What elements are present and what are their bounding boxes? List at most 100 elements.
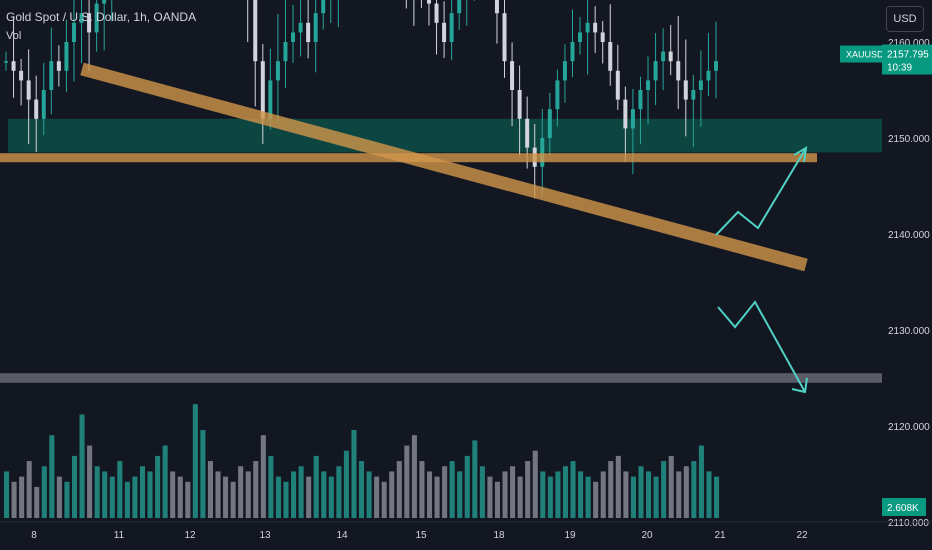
volume-bar	[714, 476, 720, 518]
volume-bar	[494, 481, 501, 518]
volume-bar	[653, 476, 659, 518]
volume-bar	[230, 481, 236, 518]
candle-body	[56, 61, 61, 71]
volume-bar	[366, 471, 372, 518]
candle-body	[547, 109, 552, 138]
chart-title: Gold Spot / U.S. Dollar, 1h, OANDA	[6, 10, 197, 24]
volume-bar	[87, 445, 93, 518]
symbol-label: XAUUSD	[846, 50, 884, 60]
volume-bar	[593, 481, 599, 518]
volume-bar	[683, 466, 689, 518]
candle-body	[608, 42, 613, 71]
candle-body	[706, 70, 711, 81]
y-tick-label: 2130.000	[888, 326, 930, 337]
x-tick-label: 18	[493, 530, 505, 541]
volume-bar	[442, 466, 448, 518]
volume-indicator-label[interactable]: Vol	[6, 30, 22, 42]
volume-bar	[207, 461, 213, 518]
candle-body	[653, 61, 658, 81]
volume-bar	[570, 461, 576, 518]
candle-body	[298, 22, 303, 33]
currency-button[interactable]: USD	[886, 6, 924, 32]
volume-bar	[102, 471, 108, 518]
x-tick-label: 11	[114, 530, 125, 541]
volume-bar	[578, 471, 584, 518]
bullish-arrowhead	[793, 146, 808, 163]
x-tick-label: 19	[564, 530, 576, 541]
candle-body	[714, 61, 718, 71]
volume-bar	[540, 471, 546, 518]
candle-body	[623, 99, 628, 129]
volume-bar	[457, 471, 463, 518]
candle-body	[306, 22, 311, 42]
price-axis	[882, 0, 932, 550]
volume-bar	[109, 476, 115, 518]
volume-bar	[630, 476, 636, 518]
candle-body	[11, 61, 16, 71]
volume-bar	[200, 430, 206, 518]
volume-bar	[306, 476, 312, 518]
candle-body	[457, 0, 462, 14]
x-tick-label: 15	[415, 530, 427, 541]
candle-body	[638, 90, 643, 110]
volume-bar	[132, 476, 138, 518]
candle-body	[600, 32, 605, 42]
candle-body	[79, 13, 84, 23]
y-tick-label: 2120.000	[888, 422, 930, 433]
volume-bar	[510, 466, 516, 518]
volume-bar	[449, 461, 455, 518]
candle-body	[585, 22, 590, 33]
volume-bar	[71, 455, 78, 518]
candle-body	[64, 42, 69, 71]
candle-body	[502, 13, 507, 62]
candle-body	[683, 80, 688, 100]
volume-bar	[162, 445, 168, 518]
candle-body	[562, 61, 567, 81]
volume-bar	[676, 471, 682, 518]
volume-bar	[283, 481, 289, 518]
support-line	[0, 153, 817, 163]
volume-bar	[155, 455, 161, 518]
volume-bar	[147, 471, 153, 518]
volume-bar	[706, 471, 712, 518]
volume-bar	[502, 471, 508, 518]
bearish-scenario-arrow	[717, 300, 806, 393]
candle-body	[570, 42, 575, 62]
volume-bar	[411, 435, 417, 518]
candle-body	[291, 32, 296, 42]
candle-body	[275, 61, 280, 81]
bullish-scenario-arrow	[715, 147, 807, 236]
volume-bar	[260, 435, 266, 518]
volume-bar	[4, 471, 10, 518]
volume-bar	[381, 481, 387, 518]
candle-body	[26, 80, 31, 100]
y-tick-label: 2160.000	[888, 38, 930, 49]
volume-bar	[321, 471, 327, 518]
candle-body	[517, 90, 522, 119]
candle-body	[34, 99, 39, 119]
last-price-value: 2157.795	[887, 50, 929, 61]
candle-body	[283, 42, 288, 62]
volume-bar	[517, 476, 523, 518]
volume-bar	[389, 471, 395, 518]
volume-bar	[532, 450, 538, 518]
volume-bar	[585, 476, 591, 518]
volume-bar	[64, 481, 70, 518]
candle-body	[540, 138, 545, 167]
volume-bar	[56, 476, 62, 518]
volume-bar	[638, 466, 644, 518]
candle-body	[555, 80, 560, 110]
candle-countdown: 10:39	[887, 63, 912, 74]
volume-bar	[698, 445, 704, 518]
candle-body	[615, 70, 620, 100]
candle-body	[525, 118, 530, 148]
volume-bar	[434, 476, 440, 518]
volume-bar	[562, 466, 568, 518]
candle-body	[41, 90, 46, 119]
volume-bar	[185, 481, 191, 518]
last-price-bg	[882, 44, 932, 75]
candle-body	[87, 13, 92, 33]
volume-bar	[139, 466, 146, 518]
